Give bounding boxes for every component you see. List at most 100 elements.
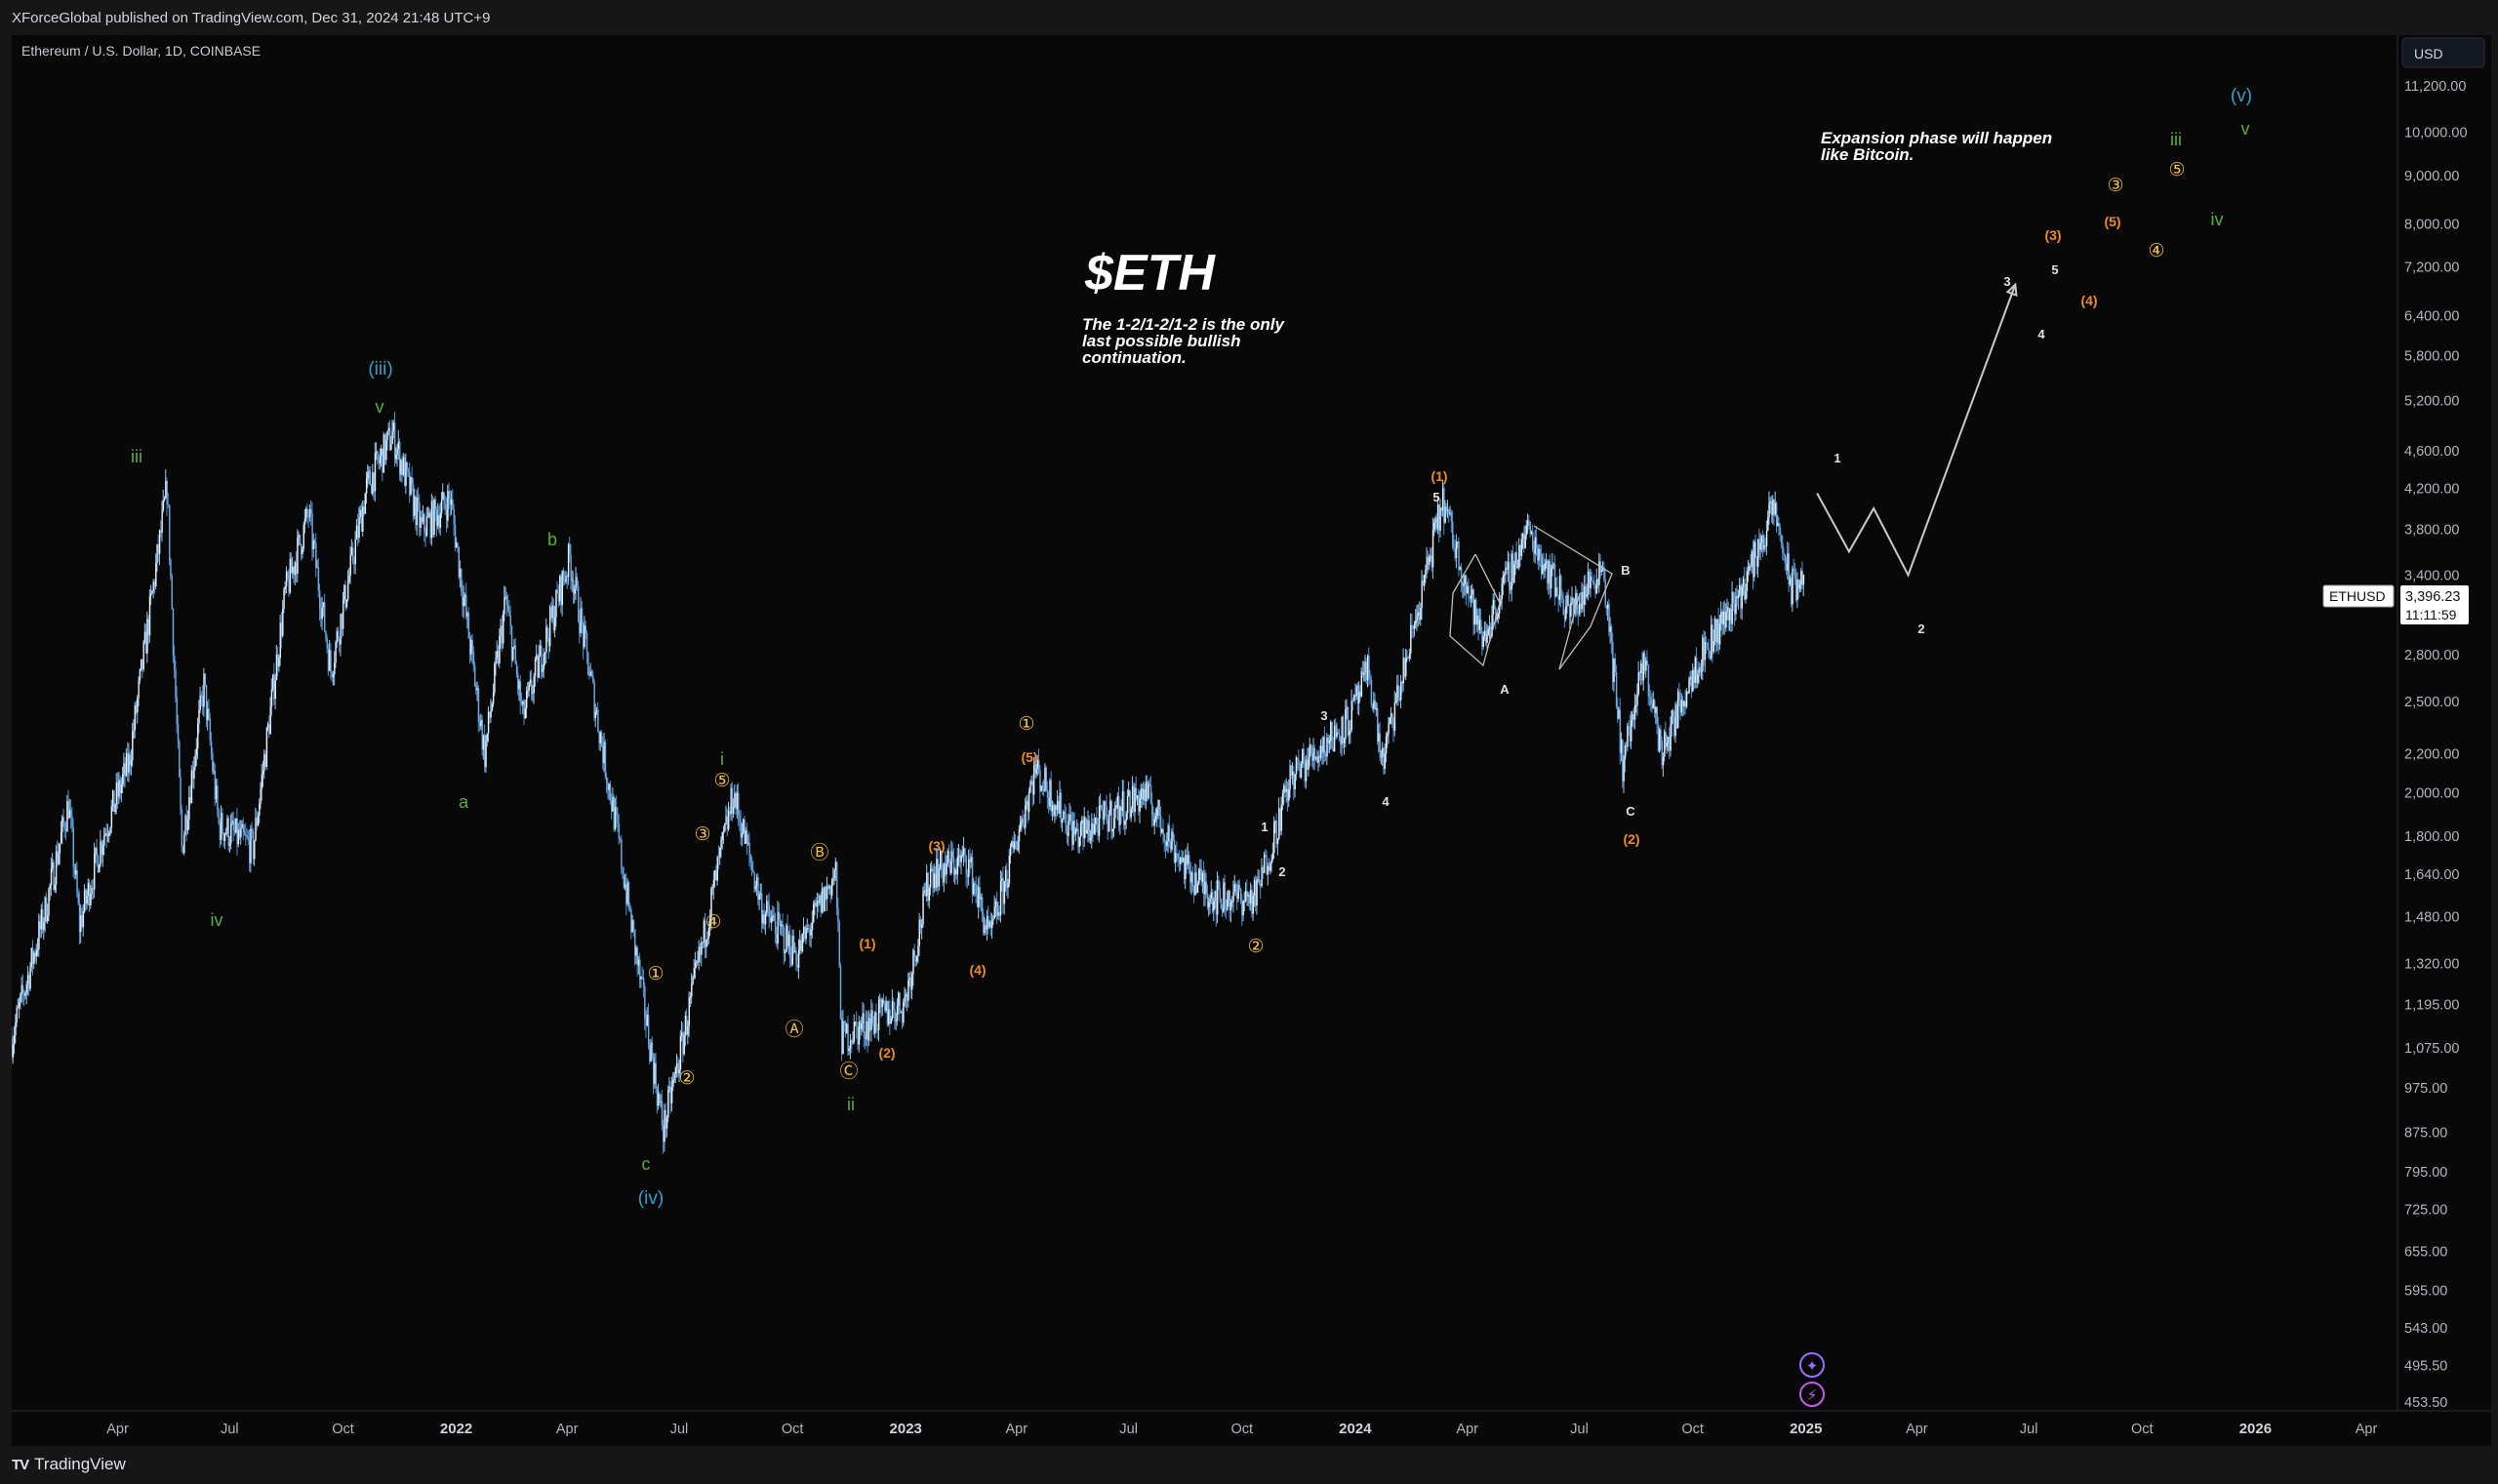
candle-body [1516, 567, 1519, 569]
candle-body [559, 576, 561, 602]
candle-body [1129, 790, 1131, 818]
price-tick-label: 8,000.00 [2404, 217, 2459, 232]
candle-body [1708, 648, 1710, 657]
candle-body [874, 1012, 876, 1034]
candle-body [715, 870, 717, 881]
candle-body [733, 807, 735, 815]
candle-body [705, 940, 707, 947]
candle-body [1689, 676, 1692, 680]
candle-body [1247, 894, 1249, 897]
candle-body [922, 892, 924, 925]
candle-body [1016, 848, 1018, 851]
candle-body [894, 1009, 896, 1022]
candle-body [1168, 825, 1171, 842]
candle-body [753, 872, 755, 890]
candle-body [1013, 841, 1016, 850]
candle-body [284, 585, 287, 589]
candle-body [199, 695, 201, 710]
candle-body [113, 790, 115, 813]
lightning-icon[interactable]: ⚡ [1799, 1382, 1825, 1407]
candle-body [161, 510, 163, 533]
wave-label: ② [1247, 937, 1264, 957]
candle-body [814, 902, 816, 904]
candle-body [38, 921, 40, 949]
candle-body [288, 579, 290, 593]
candle-body [467, 613, 470, 639]
candle-body [1506, 567, 1509, 570]
candle-body [85, 890, 87, 904]
projection-path [1816, 284, 2017, 578]
candle-body [1269, 863, 1271, 871]
candle-body [1532, 531, 1534, 549]
candle-body [941, 850, 943, 868]
candle-body [1539, 548, 1542, 557]
price-axis-panel[interactable] [2397, 35, 2491, 1446]
candle-body [1632, 714, 1634, 720]
tradingview-logo[interactable]: TV TradingView [12, 1455, 126, 1474]
candle-body [632, 920, 635, 930]
candle-body [1208, 902, 1210, 907]
candle-body [160, 530, 162, 533]
candle-body [369, 470, 372, 486]
candle-body [880, 999, 882, 1008]
candle-body [1667, 737, 1670, 742]
candle-body [627, 882, 630, 908]
candle-body [693, 968, 696, 978]
candle-body [340, 614, 342, 645]
candle-body [1333, 725, 1336, 751]
candle-body [1223, 882, 1225, 912]
candle-body [44, 897, 46, 922]
candle-body [268, 724, 270, 735]
candle-body [462, 591, 463, 607]
candle-body [496, 651, 499, 659]
candle-body [1737, 595, 1740, 599]
candle-body [190, 770, 193, 803]
candle-body [1143, 788, 1145, 800]
candle-body [1199, 868, 1201, 870]
chart-area[interactable]: 12,400.0011,200.0010,000.009,000.008,000… [12, 35, 2491, 1446]
candle-body [1565, 606, 1567, 620]
candle-body [1369, 677, 1371, 680]
candle-body [512, 647, 514, 661]
candle-body [531, 679, 533, 695]
candle-body [1335, 725, 1337, 738]
candle-body [1054, 805, 1056, 817]
drawing-tool-icon[interactable]: ✦ [1799, 1352, 1825, 1378]
candle-body [383, 434, 385, 473]
candle-body [78, 902, 81, 933]
candle-body [503, 614, 504, 644]
candle-body [565, 576, 567, 582]
candle-body [595, 709, 598, 712]
svg-text:$ETH: $ETH [1084, 245, 1216, 301]
candle-body [1746, 571, 1749, 591]
candle-body [933, 873, 936, 889]
price-chart[interactable]: 12,400.0011,200.0010,000.009,000.008,000… [12, 35, 2491, 1446]
candle-body [1473, 599, 1476, 625]
candle-body [1495, 607, 1497, 620]
candle-body [495, 658, 497, 664]
currency-button[interactable]: USD [2401, 37, 2485, 68]
candle-body [639, 959, 641, 980]
candle-body [227, 818, 230, 846]
candle-body [260, 788, 262, 804]
candle-body [1687, 691, 1689, 694]
candle-body [656, 1088, 659, 1106]
candle-body [572, 580, 575, 594]
candle-body [101, 845, 104, 855]
candle-body [797, 950, 800, 968]
candle-body [299, 535, 302, 544]
candle-body [355, 525, 358, 540]
candle-body [943, 862, 946, 883]
candle-body [1153, 819, 1156, 826]
candle-body [1059, 792, 1061, 814]
candle-body [135, 704, 138, 713]
candle-body [1069, 814, 1072, 822]
candle-body [536, 655, 538, 660]
candle-body [1370, 679, 1373, 704]
candle-body [1525, 525, 1528, 536]
candle-body [215, 785, 218, 800]
candle-body [749, 854, 752, 863]
candle-body [824, 887, 826, 912]
candle-body [1699, 667, 1702, 672]
candle-body [1232, 891, 1234, 902]
